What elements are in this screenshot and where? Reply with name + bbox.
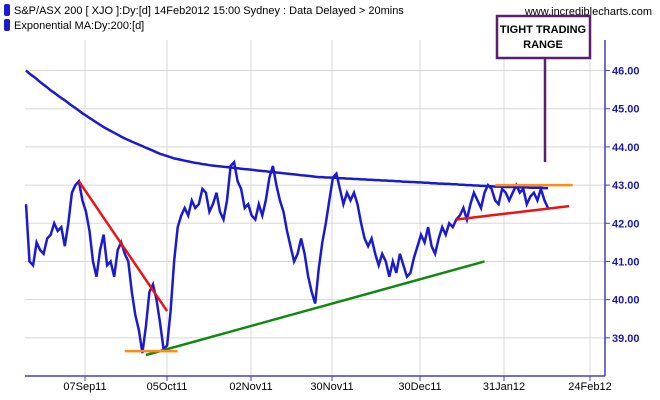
y-tick-label: 43.00 xyxy=(612,180,640,192)
x-tick-label: 24Feb12 xyxy=(568,381,611,393)
annotation-line-2: RANGE xyxy=(523,39,563,51)
y-tick-label: 46.00 xyxy=(612,66,640,78)
x-tick-label: 02Nov11 xyxy=(229,381,272,393)
price-line xyxy=(24,159,550,354)
y-tick-label: 39.00 xyxy=(612,333,640,345)
legend-swatch-ma xyxy=(4,19,10,31)
y-tick-label: 41.00 xyxy=(612,256,640,268)
trendlines xyxy=(77,180,573,357)
y-tick-label: 45.00 xyxy=(612,104,640,116)
grid xyxy=(25,40,605,376)
legend: S&P/ASX 200 [ XJO ]:Dy:[d] 14Feb2012 15:… xyxy=(4,4,404,32)
y-tick-label: 42.00 xyxy=(612,218,640,230)
x-tick-label: 30Nov11 xyxy=(310,381,353,393)
legend-swatch-price xyxy=(4,4,10,16)
downtrend-trendline xyxy=(77,180,169,312)
x-axis: 07Sep11 05Oct11 02Nov11 30Nov11 30Dec11 31Jan… xyxy=(25,375,612,393)
annotation-border xyxy=(495,14,592,60)
legend-price-label: S&P/ASX 200 [ XJO ]:Dy:[d] 14Feb2012 15:… xyxy=(14,5,404,17)
legend-ma-label: Exponential MA:Dy:200:[d] xyxy=(14,20,144,32)
y-tick-label: 40.00 xyxy=(612,295,640,307)
annotation-line-1: TIGHT TRADING xyxy=(500,24,586,36)
x-tick-label: 30Dec11 xyxy=(398,381,441,393)
uptrend-trendline xyxy=(145,260,485,357)
moving-average-line xyxy=(25,69,548,190)
y-tick-label: 44.00 xyxy=(612,142,640,154)
recent-support-trendline xyxy=(456,204,570,221)
x-tick-label: 05Oct11 xyxy=(147,381,188,393)
x-tick-label: 07Sep11 xyxy=(63,381,106,393)
x-tick-label: 31Jan12 xyxy=(483,381,525,393)
y-axis: 39.00 40.00 41.00 42.00 43.00 44.00 45.00 46.00 xyxy=(604,40,640,376)
plot-area xyxy=(24,69,573,357)
annotation-box: TIGHT TRADING RANGE xyxy=(495,14,592,162)
